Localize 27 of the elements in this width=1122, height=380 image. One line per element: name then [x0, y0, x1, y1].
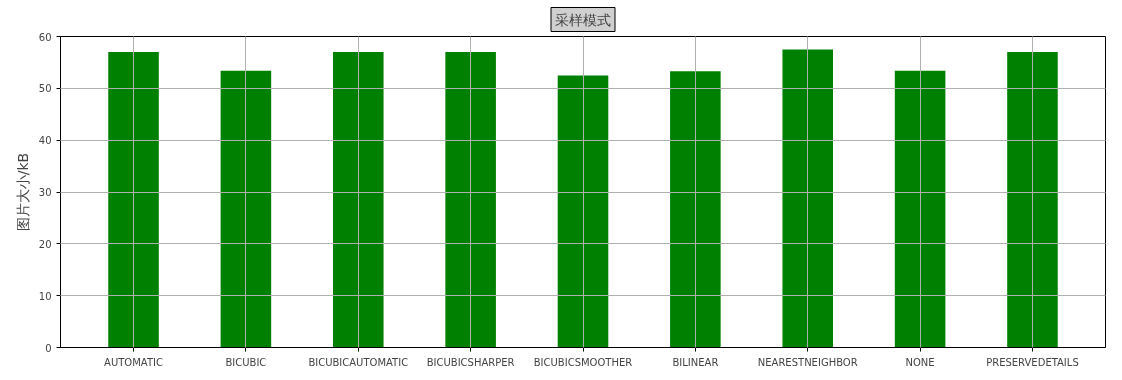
x-tick-label: BICUBICAUTOMATIC — [308, 356, 409, 368]
x-tick-label: BICUBIC — [225, 356, 267, 368]
x-tick-label: NEARESTNEIGHBOR — [757, 356, 858, 368]
x-tick-label: NONE — [905, 356, 935, 368]
y-tick-label: 10 — [38, 290, 52, 302]
bar — [445, 52, 496, 348]
y-tick-label: 50 — [38, 83, 52, 95]
y-tick-label: 20 — [38, 238, 52, 250]
x-tick-label: BICUBICSMOOTHER — [533, 356, 633, 368]
x-tick-label: AUTOMATIC — [104, 356, 163, 368]
bar — [670, 71, 721, 348]
bar — [894, 70, 946, 348]
bar — [220, 70, 272, 348]
x-tick-label: BICUBICSHARPER — [426, 356, 515, 368]
bar — [332, 52, 384, 348]
x-tick-label: BILINEAR — [672, 356, 719, 368]
bar — [108, 52, 159, 348]
x-tick-label: PRESERVEDETAILS — [986, 356, 1079, 368]
y-axis-title: 图片大小/kB — [14, 152, 31, 232]
bar — [557, 75, 609, 348]
y-tick-label: 30 — [38, 187, 52, 198]
chart-title: 采样模式 — [555, 11, 611, 28]
y-tick-label: 60 — [38, 31, 52, 43]
bar — [782, 49, 834, 348]
y-tick-label: 40 — [38, 135, 52, 147]
y-tick-label: 0 — [45, 342, 52, 354]
bar — [1007, 52, 1058, 348]
